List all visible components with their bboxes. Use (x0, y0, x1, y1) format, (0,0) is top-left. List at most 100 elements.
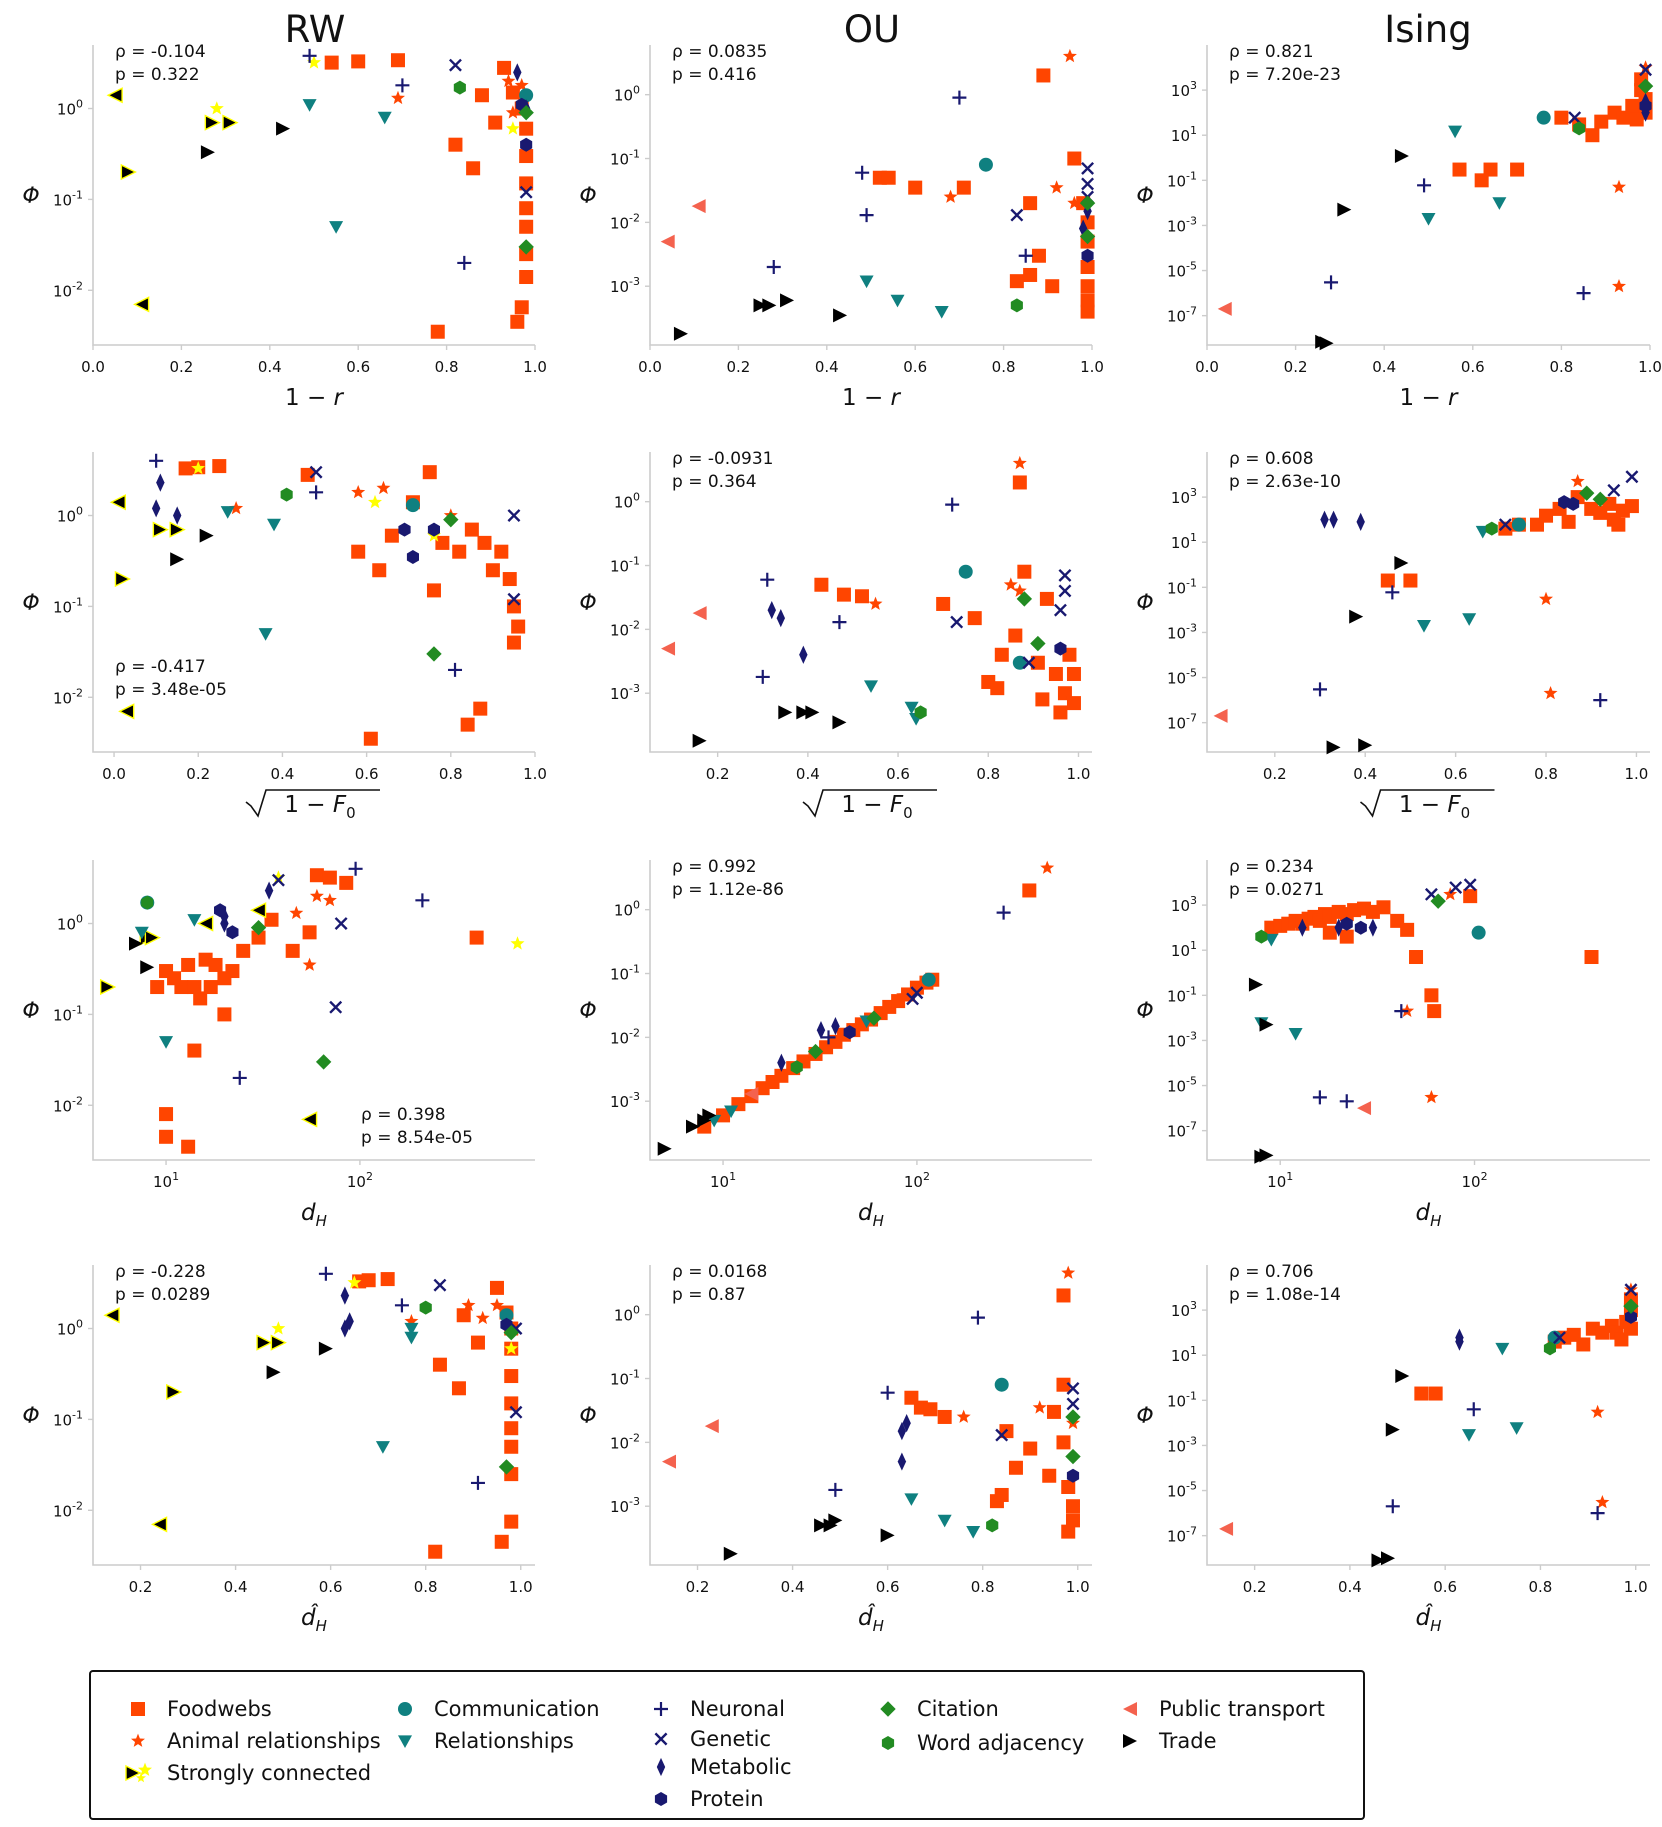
data-point-relationships (404, 1331, 419, 1345)
svg-text:1 − r: 1 − r (842, 385, 902, 411)
legend-marker-star (136, 1772, 146, 1783)
data-point-metabolic (151, 499, 161, 518)
data-point-foodwebs (1008, 1460, 1023, 1475)
data-point-animal-relationships (490, 1298, 504, 1312)
data-point-metabolic (220, 914, 229, 933)
data-point-citation (1065, 1448, 1081, 1465)
data-point-foodwebs (384, 528, 399, 543)
data-point-foodwebs (494, 544, 509, 559)
x-axis-label: 1 − r (842, 385, 902, 411)
data-point-relationships (1416, 620, 1431, 633)
y-tick-label: 10-2 (53, 1094, 83, 1115)
data-point-foodwebs (519, 270, 534, 285)
x-tick-label: 102 (904, 1170, 930, 1191)
data-point-foodwebs (1056, 1288, 1071, 1303)
legend-marker-x (654, 1732, 668, 1746)
data-point-foodwebs (1009, 274, 1024, 289)
data-point-trade (1337, 202, 1352, 217)
data-point-genetic (1081, 177, 1095, 191)
data-point-neuronal (395, 78, 410, 93)
data-point-citation (426, 646, 442, 662)
y-tick-label: 10-1 (1167, 169, 1197, 190)
x-tick-label: 0.8 (1534, 765, 1558, 783)
correlation-rho: ρ = -0.104 (115, 42, 206, 62)
y-tick-label: 10-1 (610, 1368, 640, 1389)
data-point-animal-relationships (1067, 195, 1082, 210)
data-point-foodwebs (466, 161, 481, 176)
data-point-trade (780, 293, 795, 308)
data-point-foodwebs (1035, 692, 1050, 707)
data-point-foodwebs (854, 589, 869, 604)
data-point-foodwebs (178, 461, 193, 476)
data-point-neuronal (1312, 1090, 1327, 1105)
data-point-foodwebs (322, 870, 337, 885)
y-axis-label: Φ (1136, 184, 1153, 209)
axis-spines (649, 860, 1092, 1161)
data-point-animal-relationships (229, 501, 244, 515)
x-tick-label: 0.0 (1195, 358, 1219, 376)
data-point-foodwebs (519, 149, 534, 164)
data-point-trade (266, 1365, 281, 1380)
data-point-foodwebs (477, 535, 492, 550)
data-point-protein (520, 137, 533, 152)
data-point-neuronal (318, 1266, 333, 1281)
data-point-relationships (890, 294, 905, 308)
data-point-animal-relationships (868, 596, 883, 610)
data-point-relationships (934, 306, 949, 319)
axis-spines (649, 452, 1092, 753)
y-tick-label: 100 (614, 899, 640, 920)
data-point-trade (814, 1518, 829, 1533)
x-tick-label: 102 (347, 1170, 373, 1191)
data-point-foodwebs (1625, 98, 1640, 113)
x-tick-label: 0.2 (1243, 1578, 1267, 1596)
x-tick-label: 0.6 (319, 1578, 343, 1596)
data-point-foodwebs (1066, 666, 1081, 681)
correlation-p-value: p = 0.364 (672, 472, 757, 492)
data-point-foodwebs (309, 868, 324, 883)
data-point-neuronal (470, 1475, 485, 1490)
data-point-foodwebs (1080, 259, 1095, 274)
svg-text:1 − F0: 1 − F0 (284, 792, 355, 822)
data-point-foodwebs (339, 875, 354, 890)
data-point-animal-relationships (1543, 686, 1558, 700)
data-point-foodwebs (1022, 883, 1037, 898)
data-point-trade (753, 298, 768, 313)
y-axis-label: Φ (22, 184, 39, 209)
svg-text:1 − F0: 1 − F0 (1399, 792, 1470, 822)
data-point-citation (1065, 1409, 1081, 1425)
x-tick-label: 0.4 (1338, 1578, 1362, 1596)
data-point-animal-relationships (461, 1298, 476, 1312)
data-point-foodwebs (1376, 900, 1391, 915)
y-tick-label: 10-1 (1167, 576, 1197, 597)
data-point-animal-relationships (956, 1409, 971, 1423)
data-point-foodwebs (1539, 508, 1554, 523)
axis-spines (92, 1265, 535, 1566)
data-point-genetic (1058, 584, 1072, 598)
data-point-public-transport (1217, 301, 1232, 316)
data-point-citation (1430, 893, 1446, 909)
y-tick-label: 10-2 (610, 211, 640, 232)
data-point-animal-relationships (1062, 48, 1077, 63)
correlation-p-value: p = 0.0289 (115, 1285, 210, 1305)
data-point-foodwebs (1584, 950, 1599, 965)
legend-label: Trade (1159, 1729, 1217, 1753)
legend-item-word-adjacency: Word adjacency (871, 1730, 1084, 1756)
legend-marker-triangle (125, 1764, 142, 1782)
correlation-p-value: p = 0.0271 (1229, 880, 1324, 900)
legend-label: Genetic (690, 1727, 772, 1751)
data-point-public-transport (1213, 708, 1228, 723)
data-point-citation (1592, 491, 1608, 507)
data-point-animal-relationships (896, 988, 911, 1002)
data-point-protein (226, 925, 239, 940)
axis-spines (1206, 452, 1650, 753)
data-point-protein (398, 522, 411, 537)
legend-item-metabolic: Metabolic (644, 1754, 792, 1780)
y-tick-label: 10-3 (610, 1090, 640, 1111)
data-point-trade (832, 715, 847, 730)
x-tick-label: 0.4 (1353, 765, 1377, 783)
data-point-foodwebs (390, 53, 405, 68)
data-point-protein (214, 903, 227, 918)
legend-marker (880, 1701, 896, 1717)
data-point-foodwebs (251, 930, 266, 945)
data-point-foodwebs (506, 635, 521, 650)
